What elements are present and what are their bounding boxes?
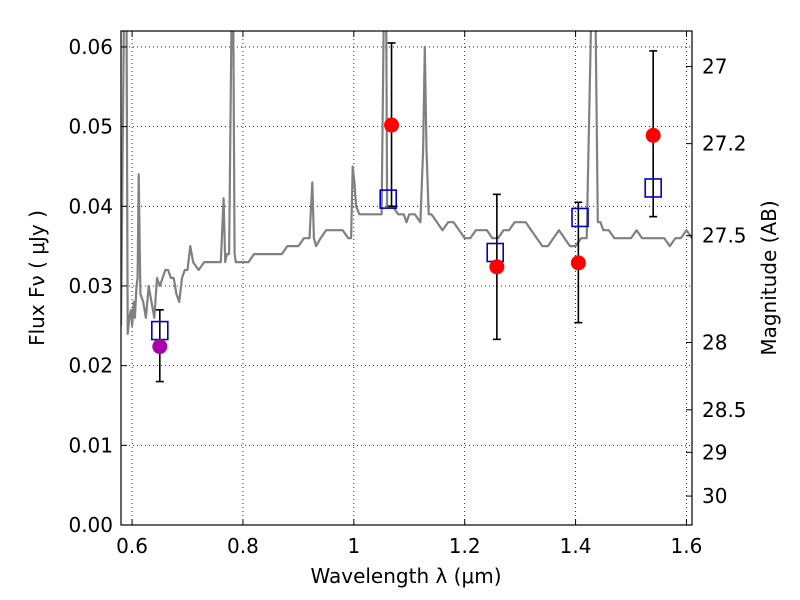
spectrum-series [121,31,692,335]
magnitude-tick-label: 27 [702,55,727,79]
magnitude-tick-label: 29 [702,440,727,464]
x-axis-label: Wavelength λ (μm) [310,564,501,588]
observed-point [645,127,661,143]
observed-point [570,255,586,271]
model-point [644,178,662,198]
y-tick-label: 0.06 [68,35,113,59]
magnitude-tick-label: 28 [702,330,727,354]
magnitude-tick-label: 27.2 [702,132,747,156]
y-tick-label: 0.02 [68,354,113,378]
y-tick-label: 0.03 [68,274,113,298]
plot-frame [120,30,693,526]
model-point [379,189,398,209]
x-tick-label: 1.6 [671,534,703,558]
observed-point [384,117,400,133]
x-tick-label: 0.8 [227,534,259,558]
spectrum-line [121,31,692,335]
x-tick-label: 1.4 [560,534,592,558]
y-axis-ticks: 0.00 0.01 0.02 0.03 0.04 0.05 0.06 [68,35,127,537]
model-point [486,242,504,263]
x-tick-label: 1 [347,534,360,558]
observed-point [489,259,505,275]
magnitude-axis-label: Magnitude (AB) [757,200,781,355]
y-tick-label: 0.01 [68,433,113,457]
grid-lines [121,31,692,525]
y-tick-label: 0.00 [68,513,113,537]
magnitude-tick-label: 28.5 [702,398,747,422]
magnitude-tick-label: 30 [702,484,727,508]
magnitude-axis-ticks: 27 27.2 27.5 28 28.5 29 30 [686,55,747,508]
magnitude-tick-label: 27.5 [702,224,747,248]
y-tick-label: 0.04 [68,194,113,218]
y-tick-label: 0.05 [68,115,113,139]
x-axis-ticks: 0.6 0.8 1 1.2 1.4 1.6 [116,31,702,558]
x-tick-label: 1.2 [449,534,481,558]
observed-point [152,339,168,355]
model-point [571,207,589,228]
x-tick-label: 0.6 [116,534,148,558]
observed-points [152,117,661,355]
y-axis-label: Flux Fν ( μJy ) [25,210,49,346]
